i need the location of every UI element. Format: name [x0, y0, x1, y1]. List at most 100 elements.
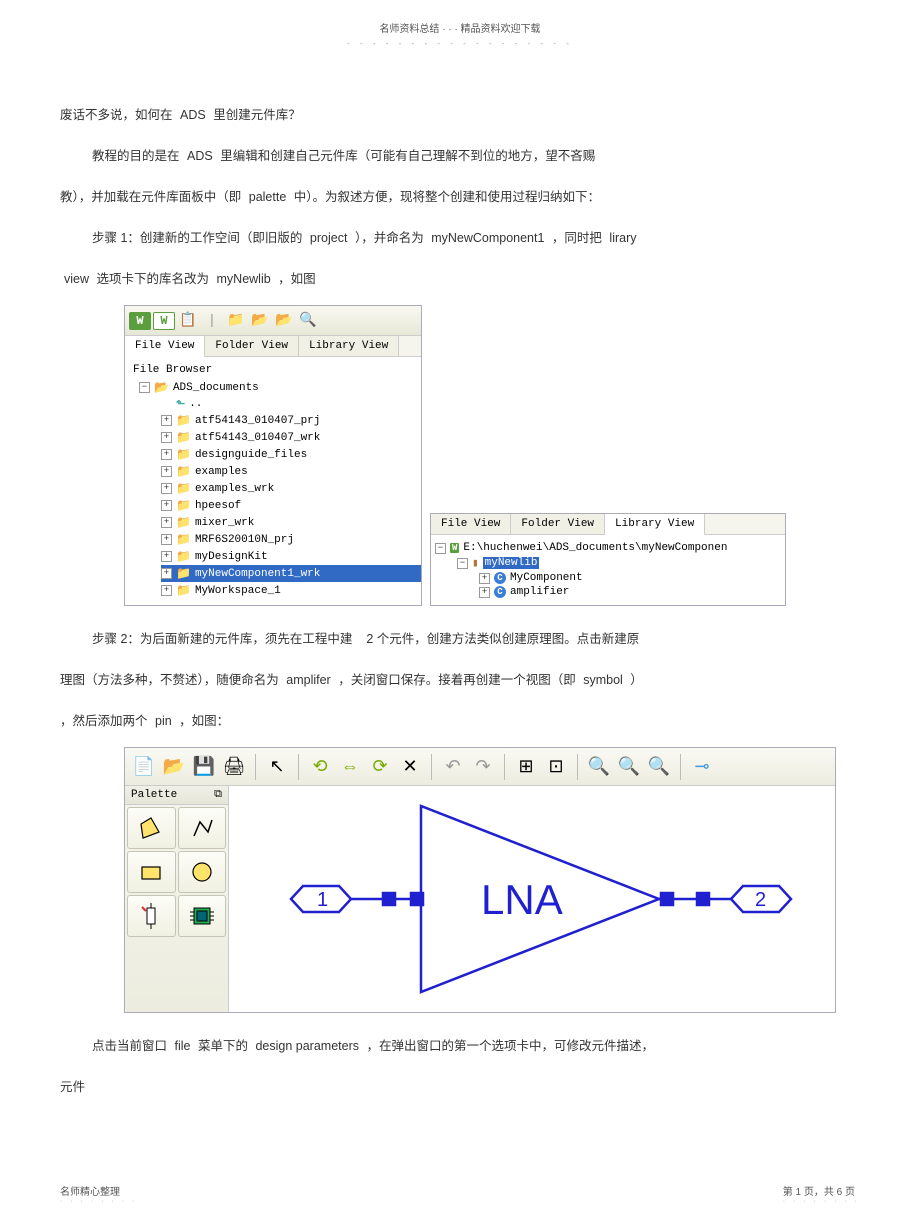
search-icon[interactable]: 🔍 [297, 310, 319, 332]
workspace-icon: W [450, 543, 459, 553]
expand-icon[interactable]: + [161, 568, 172, 579]
component-row[interactable]: + C amplifier [479, 585, 781, 599]
palette-chip-button[interactable] [178, 895, 227, 937]
folder-label: myDesignKit [195, 551, 268, 563]
grid-icon[interactable]: ⊞ [513, 754, 539, 780]
footer-dots: · · · · · · · · [60, 1198, 137, 1205]
expand-icon[interactable]: + [161, 415, 172, 426]
tree-item[interactable]: +📁myDesignKit [161, 548, 421, 565]
tree-item[interactable]: +📁MyWorkspace_1 [161, 582, 421, 599]
footer-right-text: 第 1 页，共 6 页 [783, 1183, 860, 1198]
folder-label: hpeesof [195, 500, 241, 512]
folder-icon: 📁 [176, 532, 191, 547]
folder-label: mixer_wrk [195, 517, 254, 529]
palette-resistor-button[interactable] [127, 895, 176, 937]
workspace-open-icon[interactable]: W [153, 312, 175, 330]
tab-library-view[interactable]: Library View [299, 336, 399, 356]
open-icon[interactable]: 📂 [161, 754, 187, 780]
expand-icon[interactable]: + [161, 551, 172, 562]
undo-icon[interactable]: ↶ [440, 754, 466, 780]
save-icon[interactable]: 💾 [191, 754, 217, 780]
cursor-icon[interactable]: ↖ [264, 754, 290, 780]
canvas[interactable]: 1 LNA 2 [229, 786, 835, 1012]
text: ，然后添加两个 [60, 714, 148, 728]
zoom-out-icon[interactable]: 🔍 [616, 754, 642, 780]
folder-label: MRF6S20010N_prj [195, 534, 294, 546]
tab-folder-view[interactable]: Folder View [511, 514, 605, 534]
screenshot-row-1: W W 📋 | 📁 📂 📂 🔍 File View Folder View Li… [124, 305, 860, 606]
expand-icon[interactable]: + [161, 500, 172, 511]
folder-icon[interactable]: 📁 [225, 310, 247, 332]
pin-icon[interactable]: ⊸ [689, 754, 715, 780]
new-icon[interactable]: 📄 [131, 754, 157, 780]
symbol-editor-screenshot: 📄 📂 💾 🖨 ↖ ⟲ ⇔ ⟳ ✕ ↶ ↷ ⊞ ⊡ 🔍 🔍 🔍 ⊸ Palett… [124, 747, 836, 1013]
tree-item[interactable]: +📁designguide_files [161, 446, 421, 463]
para-5: view 选项卡下的库名改为 myNewlib ，如图 [60, 262, 860, 297]
tree-item[interactable]: + 📁 hpeesof [161, 497, 421, 514]
workspace-row[interactable]: − W E:\huchenwei\ADS_documents\myNewComp… [435, 541, 781, 555]
tree-item[interactable]: + 📁 mixer_wrk [161, 514, 421, 531]
tree-root[interactable]: − 📂 ADS_documents [139, 379, 421, 396]
rotate-right-icon[interactable]: ⟳ [367, 754, 393, 780]
lib-row[interactable]: − ▮ myNewlib [457, 555, 781, 571]
palette-polygon-button[interactable] [127, 807, 176, 849]
workspace-icon[interactable]: W [129, 312, 151, 330]
folder-icon: 📁 [176, 515, 191, 530]
folder-icon: 📁 [176, 498, 191, 513]
tree-item[interactable]: + 📁 MRF6S20010N_prj [161, 531, 421, 548]
expand-icon[interactable]: + [161, 483, 172, 494]
mirror-icon[interactable]: ⇔ [337, 754, 363, 780]
redo-icon[interactable]: ↷ [470, 754, 496, 780]
tree-item[interactable]: +📁atf54143_010407_prj [161, 412, 421, 429]
component-row[interactable]: + C MyComponent [479, 571, 781, 585]
folder-open-icon[interactable]: 📂 [249, 310, 271, 332]
collapse-icon[interactable]: − [435, 543, 446, 554]
folder-label: myNewComponent1_wrk [195, 568, 320, 580]
expand-icon[interactable]: + [161, 534, 172, 545]
expand-icon[interactable]: + [161, 585, 172, 596]
tab-file-view[interactable]: File View [125, 336, 205, 357]
folder-icon: 📁 [176, 464, 191, 479]
tab-file-view[interactable]: File View [431, 514, 511, 534]
tree-item[interactable]: +📁atf54143_010407_wrk [161, 429, 421, 446]
print-icon[interactable]: 🖨 [221, 754, 247, 780]
tab-folder-view[interactable]: Folder View [205, 336, 299, 356]
snap-icon[interactable]: ⊡ [543, 754, 569, 780]
palette-undock-icon[interactable]: ⧉ [214, 789, 222, 801]
expand-icon[interactable]: + [161, 466, 172, 477]
tree-item[interactable]: +📁examples_wrk [161, 480, 421, 497]
text: ，关闭窗口保存。接着再创建一个视图（即 [338, 673, 576, 687]
expand-icon[interactable]: + [161, 432, 172, 443]
zoom-fit-icon[interactable]: 🔍 [646, 754, 672, 780]
divider-icon: | [201, 310, 223, 332]
expand-icon[interactable]: + [161, 517, 172, 528]
separator [298, 754, 299, 780]
folder-icon: 📁 [176, 583, 191, 598]
spacer [161, 399, 172, 410]
palette-polyline-button[interactable] [178, 807, 227, 849]
palette-panel: Palette ⧉ [125, 786, 229, 1012]
collapse-icon[interactable]: − [457, 558, 468, 569]
text: ，如图： [179, 714, 229, 728]
text-en: myNewComponent1 [427, 231, 548, 245]
expand-icon[interactable]: + [161, 449, 172, 460]
workspace-path: E:\huchenwei\ADS_documents\myNewComponen [463, 542, 727, 554]
text: 步骤 2：为后面新建的元件库，须先在工程中建 [92, 632, 352, 646]
expand-icon[interactable]: + [479, 587, 490, 598]
expand-icon[interactable]: + [479, 573, 490, 584]
tab-library-view[interactable]: Library View [605, 514, 705, 535]
library-icon: ▮ [472, 556, 479, 570]
lib-icon[interactable]: 📋 [177, 310, 199, 332]
palette-rect-button[interactable] [127, 851, 176, 893]
folder-star-icon[interactable]: 📂 [273, 310, 295, 332]
palette-circle-button[interactable] [178, 851, 227, 893]
zoom-in-icon[interactable]: 🔍 [586, 754, 612, 780]
lna-symbol-diagram: 1 LNA 2 [229, 786, 829, 1012]
separator [577, 754, 578, 780]
delete-icon[interactable]: ✕ [397, 754, 423, 780]
tree-item[interactable]: +📁myNewComponent1_wrk [161, 565, 421, 582]
tree-up[interactable]: ⬑ .. [161, 396, 421, 412]
tree-item[interactable]: +📁examples [161, 463, 421, 480]
rotate-left-icon[interactable]: ⟲ [307, 754, 333, 780]
collapse-icon[interactable]: − [139, 382, 150, 393]
